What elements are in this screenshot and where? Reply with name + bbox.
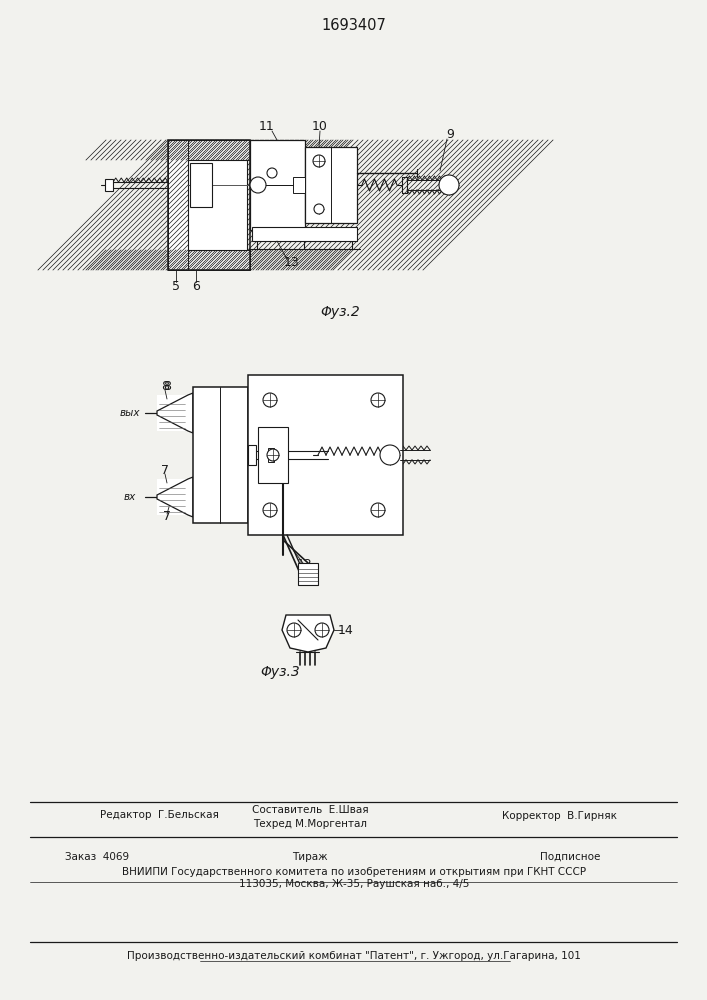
Text: Техред М.Моргентал: Техред М.Моргентал	[253, 819, 367, 829]
Bar	[248, 445, 256, 465]
Polygon shape	[157, 477, 193, 517]
Text: Составитель  Е.Швая: Составитель Е.Швая	[252, 805, 368, 815]
Polygon shape	[282, 615, 334, 652]
Bar	[193, 387, 248, 523]
Bar	[293, 177, 305, 193]
Bar	[250, 140, 305, 230]
Text: 8: 8	[163, 380, 171, 393]
Bar	[190, 163, 212, 207]
Text: 7: 7	[161, 464, 169, 478]
Circle shape	[287, 623, 301, 637]
Text: Φуз.2: Φуз.2	[320, 305, 360, 319]
Text: Тираж: Тираж	[292, 852, 328, 862]
Circle shape	[380, 445, 400, 465]
Text: 1693407: 1693407	[322, 17, 387, 32]
Text: 6: 6	[192, 279, 200, 292]
Text: Подписное: Подписное	[540, 852, 600, 862]
Text: вх: вх	[124, 492, 136, 502]
Text: 5: 5	[172, 279, 180, 292]
Text: Редактор  Г.Бельская: Редактор Г.Бельская	[100, 810, 219, 820]
Text: 13: 13	[284, 256, 300, 269]
Bar	[168, 140, 250, 160]
Circle shape	[371, 393, 385, 407]
Circle shape	[371, 503, 385, 517]
Circle shape	[439, 175, 459, 195]
Text: 12: 12	[297, 558, 313, 572]
Text: Корректор  В.Гирняк: Корректор В.Гирняк	[503, 811, 617, 821]
Text: Заказ  4069: Заказ 4069	[65, 852, 129, 862]
Circle shape	[267, 449, 279, 461]
Text: 9: 9	[446, 128, 454, 141]
Bar	[252, 227, 357, 241]
Circle shape	[263, 503, 277, 517]
Circle shape	[314, 204, 324, 214]
Text: 113035, Москва, Ж-35, Раушская наб., 4/5: 113035, Москва, Ж-35, Раушская наб., 4/5	[239, 879, 469, 889]
Circle shape	[263, 393, 277, 407]
Circle shape	[313, 155, 325, 167]
Circle shape	[250, 177, 266, 193]
Bar	[168, 140, 250, 270]
Circle shape	[315, 623, 329, 637]
Bar	[157, 395, 193, 431]
Bar	[157, 479, 193, 515]
Bar	[298, 563, 318, 585]
Bar	[248, 375, 403, 535]
Text: 11: 11	[259, 120, 275, 133]
Bar	[168, 250, 250, 270]
Bar	[258, 427, 288, 483]
Bar	[268, 448, 274, 462]
Circle shape	[267, 168, 277, 178]
Text: ВНИИПИ Государственного комитета по изобретениям и открытиям при ГКНТ СССР: ВНИИПИ Государственного комитета по изоб…	[122, 867, 586, 877]
Bar	[305, 147, 357, 223]
Bar	[168, 140, 188, 270]
Polygon shape	[157, 393, 193, 433]
Text: Φуз.3: Φуз.3	[260, 665, 300, 679]
Text: 7: 7	[163, 510, 171, 524]
Bar	[105, 179, 113, 191]
Text: 10: 10	[312, 120, 328, 133]
Text: вых: вых	[119, 408, 140, 418]
Text: Производственно-издательский комбинат "Патент", г. Ужгород, ул.Гагарина, 101: Производственно-издательский комбинат "П…	[127, 951, 581, 961]
Text: 14: 14	[338, 624, 354, 637]
Text: 8: 8	[161, 380, 169, 393]
Bar	[188, 160, 247, 250]
